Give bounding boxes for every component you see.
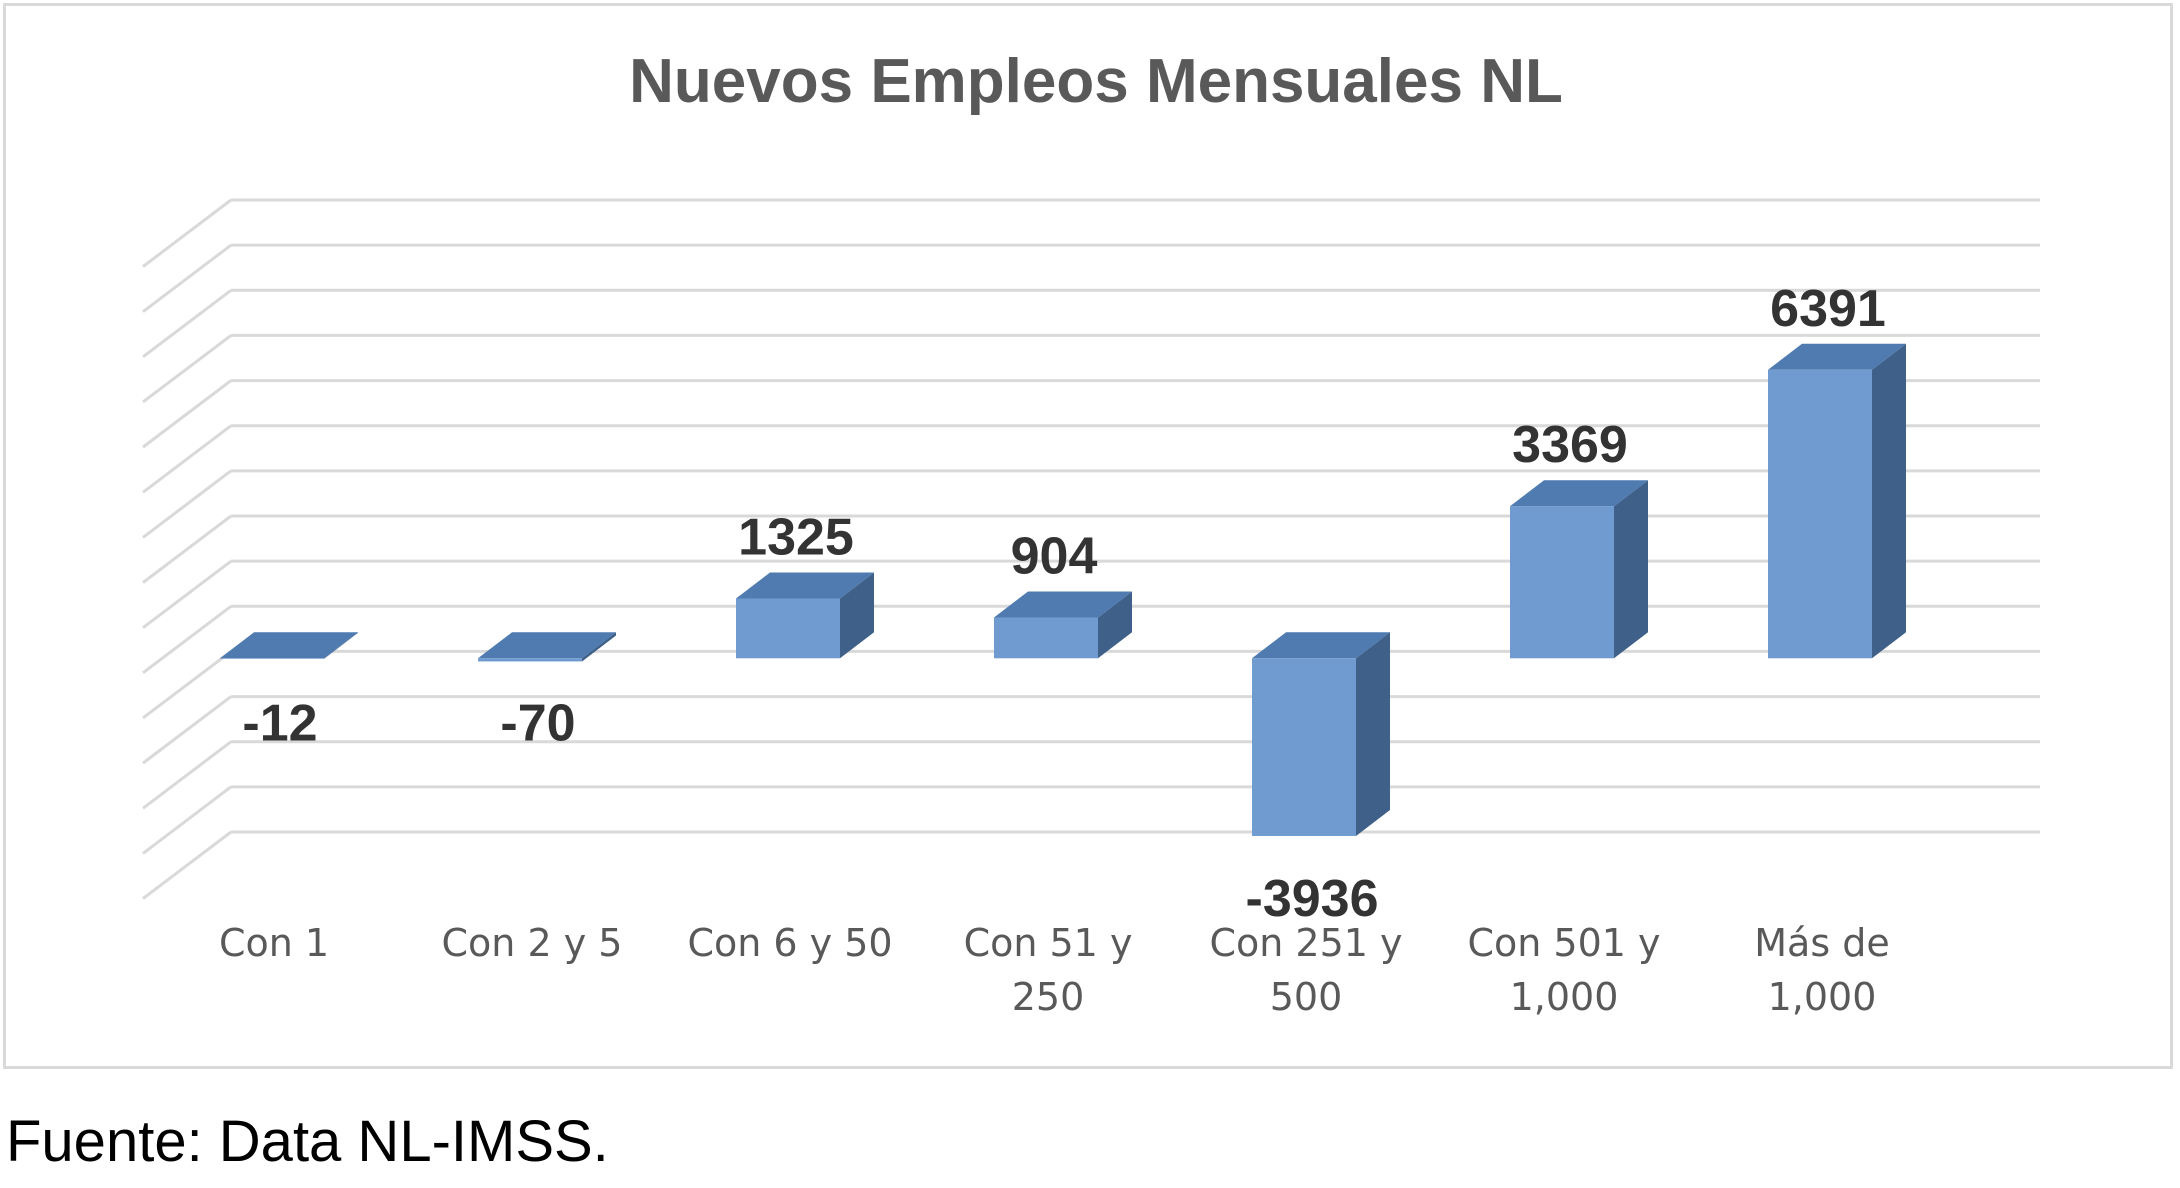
data-label: 1325 xyxy=(738,508,854,566)
bar-top xyxy=(478,632,616,659)
chart-title: Nuevos Empleos Mensuales NL xyxy=(629,47,1563,116)
gridline-depth xyxy=(142,785,232,855)
gridline-depth xyxy=(142,469,232,539)
bar-front xyxy=(994,617,1098,659)
bar-top xyxy=(1252,632,1390,659)
category-label: Con 1 xyxy=(219,921,329,965)
data-label: -12 xyxy=(242,694,317,752)
category-label: Con 6 y 50 xyxy=(687,921,892,965)
data-labels: -12 -70 1325 904 -3936 3369 6391 xyxy=(242,280,1885,928)
bar-side xyxy=(1356,632,1390,836)
category-label-line: 250 xyxy=(1012,975,1085,1019)
gridline-depth xyxy=(142,243,232,313)
category-label-line: 1,000 xyxy=(1510,975,1619,1019)
gridline-depth xyxy=(142,605,232,675)
bar-top xyxy=(220,632,358,659)
category-label-line: Con 51 y xyxy=(964,921,1133,965)
bar xyxy=(478,632,616,662)
bar-chart: -12 -70 1325 904 -3936 3369 6391 Con 1 Con 2 y … xyxy=(142,47,2040,1019)
gridline-depth xyxy=(142,740,232,810)
data-label: 904 xyxy=(1011,527,1098,585)
gridline-depth xyxy=(142,289,232,359)
bar-front xyxy=(1768,369,1872,659)
bar-top xyxy=(994,591,1132,618)
category-label-line: Con 6 y 50 xyxy=(687,921,892,965)
category-label-line: Con 2 y 5 xyxy=(442,921,623,965)
data-label: -3936 xyxy=(1246,870,1379,928)
gridline-depth xyxy=(142,198,232,268)
data-label: 6391 xyxy=(1770,280,1886,338)
gridline-depth xyxy=(142,695,232,765)
bar xyxy=(220,632,358,659)
bar xyxy=(1252,632,1390,836)
bar xyxy=(1510,480,1648,659)
gridline-depth xyxy=(142,559,232,629)
category-label: Con 2 y 5 xyxy=(442,921,623,965)
category-label-line: 1,000 xyxy=(1768,975,1877,1019)
bar-front xyxy=(220,658,324,659)
bar-top xyxy=(1768,343,1906,370)
gridline-depth xyxy=(142,424,232,494)
bars xyxy=(220,343,1906,836)
gridline-depth xyxy=(142,334,232,404)
bar xyxy=(736,572,874,659)
bar-side xyxy=(324,632,358,659)
category-label: Con 501 y 1,000 xyxy=(1467,921,1660,1019)
bar-side xyxy=(840,572,874,659)
bar xyxy=(994,591,1132,659)
category-axis-labels: Con 1 Con 2 y 5 Con 6 y 50 Con 51 y 250 Con 2… xyxy=(219,921,1890,1019)
category-label-line: Con 1 xyxy=(219,921,329,965)
gridline-depth xyxy=(142,514,232,584)
gridline-depth xyxy=(142,379,232,449)
gridlines xyxy=(142,198,2040,900)
category-label-line: Con 501 y xyxy=(1467,921,1660,965)
source-note: Fuente: Data NL-IMSS. xyxy=(6,1109,609,1174)
chart-frame: -12 -70 1325 904 -3936 3369 6391 Con 1 Con 2 y … xyxy=(3,3,2173,1069)
bar-side xyxy=(1872,343,1906,659)
category-label-line: Más de xyxy=(1754,921,1889,965)
bar-front xyxy=(736,598,840,659)
gridline-depth xyxy=(142,650,232,720)
category-label: Con 251 y 500 xyxy=(1209,921,1402,1019)
bar-top xyxy=(1510,480,1648,507)
bar-side xyxy=(582,632,616,662)
data-label: 3369 xyxy=(1512,416,1628,474)
bar-side xyxy=(1098,591,1132,659)
category-label-line: Con 251 y xyxy=(1209,921,1402,965)
category-label-line: 500 xyxy=(1270,975,1343,1019)
category-label: Más de 1,000 xyxy=(1754,921,1889,1019)
bar-top xyxy=(736,572,874,599)
bar-front xyxy=(478,658,582,662)
category-label: Con 51 y 250 xyxy=(964,921,1133,1019)
bar xyxy=(1768,343,1906,659)
bar-front xyxy=(1252,658,1356,836)
bar-side xyxy=(1614,480,1648,659)
bar-front xyxy=(1510,506,1614,659)
data-label: -70 xyxy=(500,694,575,752)
gridline-depth xyxy=(142,830,232,900)
